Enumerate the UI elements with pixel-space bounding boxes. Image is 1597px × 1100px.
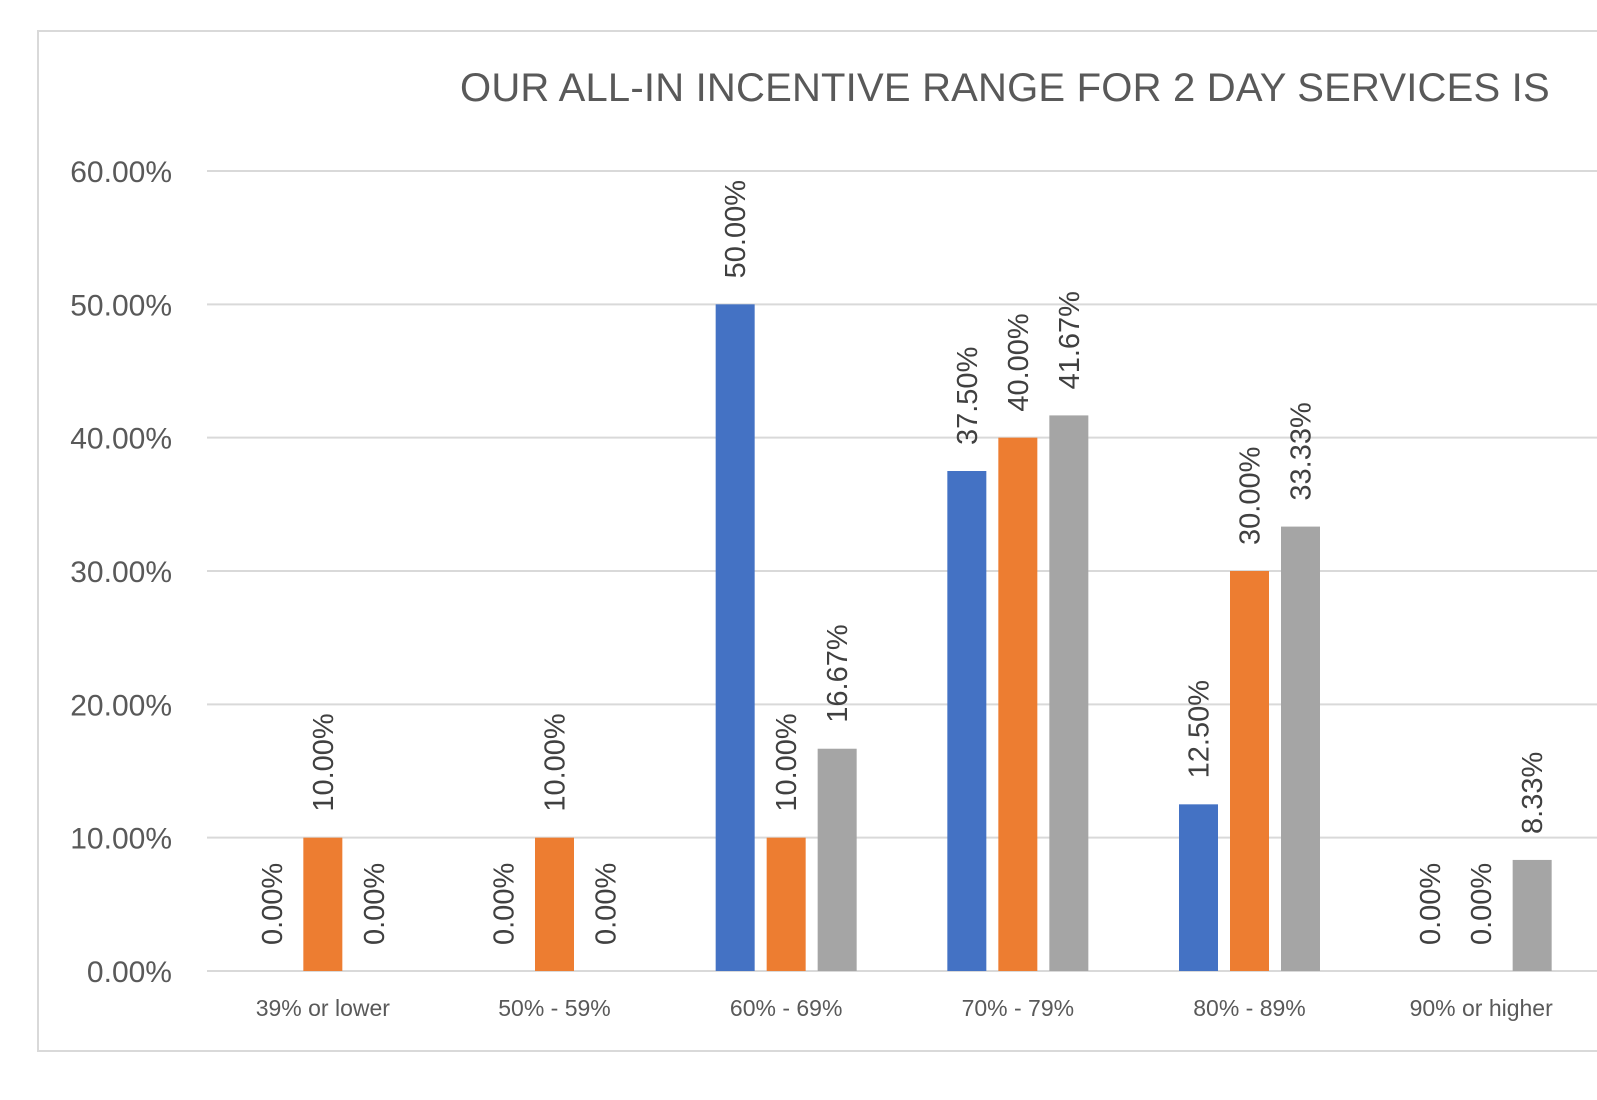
data-label: 50.00% (720, 180, 752, 278)
data-label: 10.00% (540, 713, 572, 811)
data-label: 0.00% (591, 863, 623, 945)
data-label: 0.00% (1466, 863, 1498, 945)
y-tick-label: 60.00% (70, 156, 172, 189)
bar (817, 748, 857, 971)
gridlines (207, 170, 1597, 972)
data-label: 30.00% (1235, 447, 1267, 545)
y-tick-label: 10.00% (70, 823, 172, 856)
y-tick-label: 20.00% (70, 689, 172, 722)
data-label: 8.33% (1517, 752, 1549, 834)
y-tick-label: 0.00% (87, 956, 172, 989)
data-label: 33.33% (1286, 402, 1318, 500)
data-label: 0.00% (257, 863, 289, 945)
data-label: 10.00% (308, 713, 340, 811)
x-category-label: 80% - 89% (1193, 995, 1306, 1021)
bar (1179, 804, 1218, 971)
data-label: 40.00% (1003, 313, 1035, 411)
data-labels: 0.00% 10.00% 0.00% 0.00% 10.00% 0.00% 50.00% 10… (257, 180, 1549, 945)
bar (1230, 571, 1269, 971)
data-label: 0.00% (359, 863, 391, 945)
bar (1512, 859, 1552, 971)
data-label: 10.00% (771, 713, 803, 811)
x-category-label: 70% - 79% (962, 995, 1075, 1021)
x-category-label: 39% or lower (256, 995, 391, 1021)
y-tick-label: 30.00% (70, 556, 172, 589)
bar (947, 471, 987, 971)
bars (303, 304, 1552, 972)
bar (998, 437, 1038, 972)
y-axis-ticks: 0.00% 10.00% 20.00% 30.00% 40.00% 50.00% 60.00… (70, 156, 172, 989)
data-label: 12.50% (1184, 680, 1216, 778)
x-category-label: 60% - 69% (730, 995, 843, 1021)
y-tick-label: 50.00% (70, 289, 172, 322)
bar (1281, 526, 1320, 971)
y-tick-label: 40.00% (70, 423, 172, 456)
data-label: 37.50% (952, 347, 984, 445)
data-label: 0.00% (1415, 863, 1447, 945)
x-axis-categories: 39% or lower 50% - 59% 60% - 69% 70% - 79% 8… (256, 995, 1553, 1021)
x-category-label: 90% or higher (1410, 995, 1554, 1021)
bar (715, 304, 755, 971)
data-label: 0.00% (489, 863, 521, 945)
chart-title: OUR ALL-IN INCENTIVE RANGE FOR 2 DAY SER… (460, 66, 1550, 110)
bar (303, 837, 343, 971)
x-category-label: 50% - 59% (498, 995, 611, 1021)
data-label: 41.67% (1054, 291, 1086, 389)
data-label: 16.67% (822, 624, 854, 722)
bar (1049, 415, 1089, 971)
chart-area (37, 30, 1597, 1052)
bar (766, 837, 806, 971)
bar (535, 837, 574, 971)
